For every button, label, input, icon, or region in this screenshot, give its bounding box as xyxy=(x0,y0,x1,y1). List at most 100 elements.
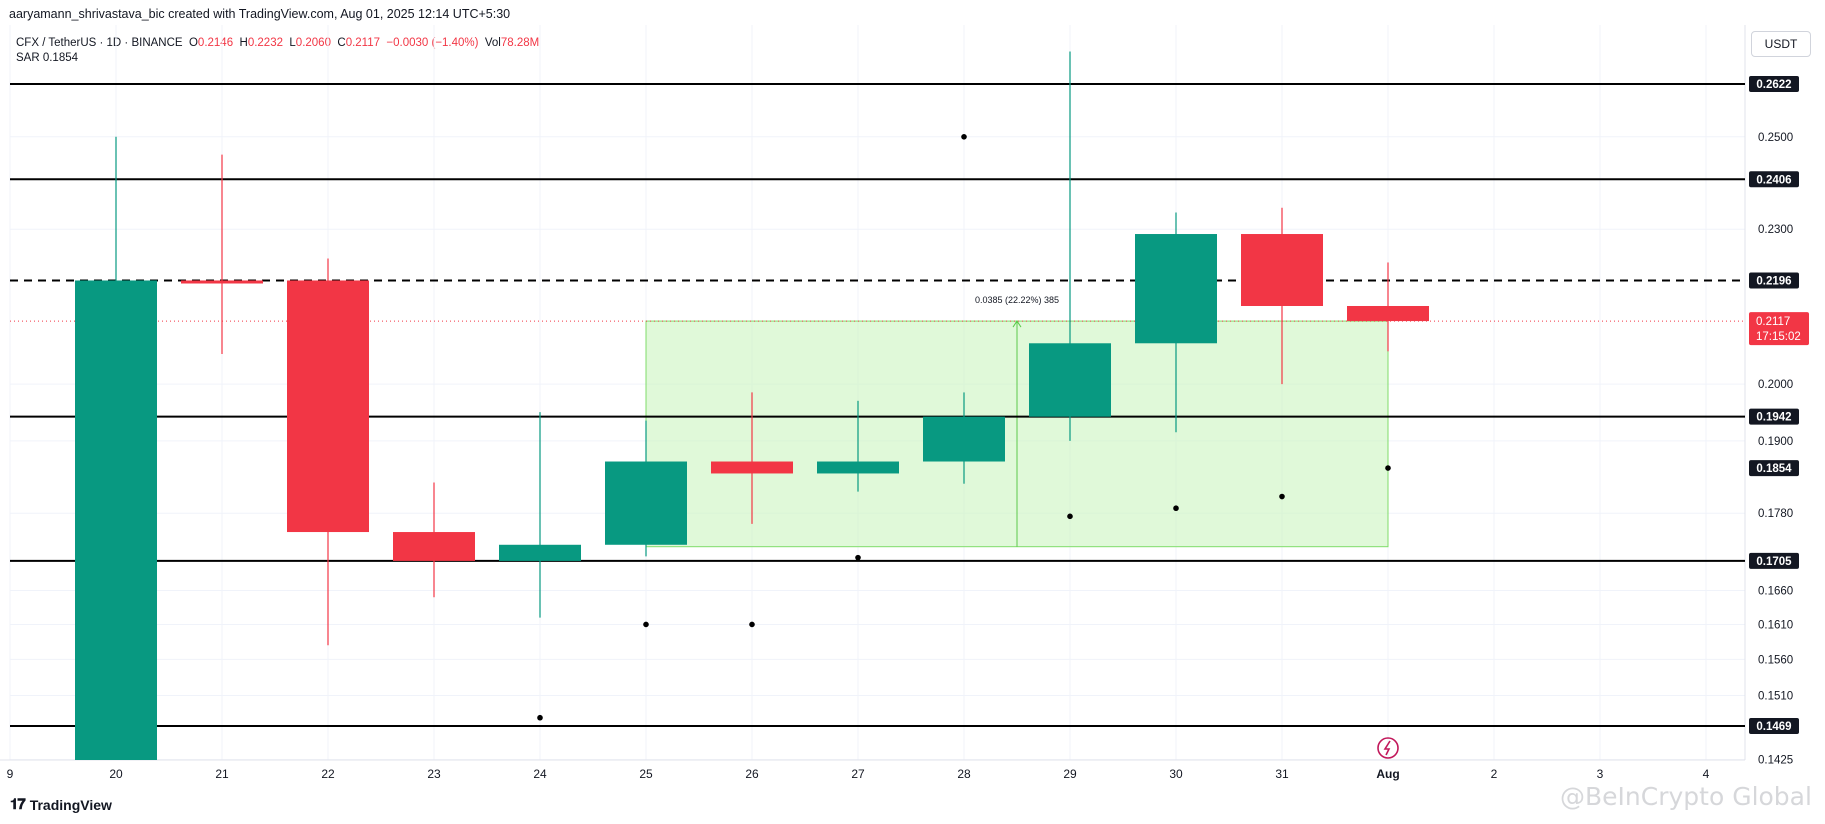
tradingview-logo-text: TradingView xyxy=(29,796,112,813)
candle xyxy=(181,154,263,355)
sar-dot xyxy=(1173,505,1179,512)
sar-dot xyxy=(537,714,543,721)
level-label-bg xyxy=(1749,718,1799,734)
level-label: 0.1705 xyxy=(1756,556,1792,568)
level-label: 0.2406 xyxy=(1756,174,1791,186)
sar-dot xyxy=(643,621,649,628)
watermark-text: @BeInCrypto Global xyxy=(1560,782,1812,811)
candle-body xyxy=(817,461,899,474)
chart-extras xyxy=(1377,737,1399,759)
tradingview-mark-icon: 𝟏𝟕 xyxy=(10,796,26,813)
lightning-icon xyxy=(1383,740,1391,756)
candle-body xyxy=(711,461,793,474)
y-tick-label: 0.1510 xyxy=(1758,690,1793,702)
candle-body xyxy=(75,280,157,760)
x-tick-label: Aug xyxy=(1376,767,1399,781)
close-label: C xyxy=(337,37,346,49)
x-tick-label: 25 xyxy=(639,767,653,781)
y-tick-label: 0.1560 xyxy=(1758,654,1793,666)
candle-body xyxy=(923,416,1005,462)
y-tick-label: 0.1780 xyxy=(1758,508,1793,520)
candle-body xyxy=(499,544,581,561)
close-value: 0.2117 xyxy=(345,37,381,49)
candle xyxy=(817,400,899,492)
x-tick-label: 26 xyxy=(745,767,759,781)
x-tick-label: 20 xyxy=(109,767,123,781)
change-value: −0.0030 (−1.40%) xyxy=(386,37,479,49)
sar-dot xyxy=(1279,493,1285,500)
x-tick-label: 9 xyxy=(7,767,14,781)
x-tick-label: 30 xyxy=(1169,767,1183,781)
candle xyxy=(499,412,581,618)
candle xyxy=(711,392,793,524)
level-label-bg xyxy=(1749,171,1799,188)
candlestick-series xyxy=(75,51,1429,760)
level-label-bg xyxy=(1749,408,1799,425)
candle xyxy=(923,392,1005,484)
currency-button[interactable]: USDT xyxy=(1751,31,1811,57)
price-range-measure: 0.0385 (22.22%) 385 xyxy=(645,295,1389,548)
y-tick-label: 0.1900 xyxy=(1758,436,1793,448)
y-tick-label: 0.1660 xyxy=(1758,586,1793,598)
candle xyxy=(75,136,157,760)
candle xyxy=(1135,212,1217,433)
sar-indicator-legend[interactable]: SAR 0.1854 xyxy=(16,52,79,64)
x-tick-label: 2 xyxy=(1491,767,1498,781)
x-tick-label: 28 xyxy=(957,767,971,781)
x-tick-label: 24 xyxy=(533,767,547,781)
high-value: 0.2232 xyxy=(247,37,283,49)
candle xyxy=(1347,262,1429,352)
x-tick-label: 23 xyxy=(427,767,441,781)
time-axis: 9 20 21 22 23 24 25 26 27 28 29 30 31 Aug 2 3 4 xyxy=(7,767,1710,781)
symbol-legend: CFX / TetherUS · 1D · BINANCE O0.2146 H0… xyxy=(16,35,539,52)
y-tick-label: 0.2500 xyxy=(1758,132,1793,144)
low-label: L xyxy=(289,37,296,49)
candle xyxy=(393,482,475,598)
candle-body xyxy=(1347,305,1429,322)
last-price-label-bg xyxy=(1749,312,1809,346)
symbol-name[interactable]: CFX / TetherUS · 1D · BINANCE xyxy=(16,37,183,49)
candle-body xyxy=(287,280,369,533)
candle xyxy=(1029,51,1111,441)
x-tick-label: 22 xyxy=(321,767,335,781)
last-price-label: 0.2117 xyxy=(1756,316,1790,328)
tradingview-logo[interactable]: 𝟏𝟕 TradingView xyxy=(10,796,112,813)
y-tick-label: 0.2300 xyxy=(1758,224,1793,236)
open-value: 0.2146 xyxy=(197,37,234,49)
x-tick-label: 31 xyxy=(1275,767,1289,781)
level-label-bg xyxy=(1749,460,1799,477)
sar-series xyxy=(537,133,1391,721)
candle-body xyxy=(1135,234,1217,344)
sar-dot xyxy=(1385,465,1391,471)
x-tick-label: 3 xyxy=(1597,767,1604,781)
attribution-text: aaryamann_shrivastava_bic created with T… xyxy=(9,7,511,21)
high-label: H xyxy=(239,37,248,49)
candle xyxy=(1241,207,1323,385)
candle-body xyxy=(393,532,475,561)
range-arrow-head xyxy=(1012,320,1022,328)
price-axis: 0.2500 0.2300 0.2000 0.1900 0.1780 0.1660 0.16… xyxy=(1749,76,1809,767)
level-label-bg xyxy=(1749,272,1799,289)
level-label: 0.1942 xyxy=(1756,412,1791,424)
x-tick-label: 21 xyxy=(215,767,229,781)
level-label: 0.1469 xyxy=(1756,721,1791,733)
volume-label: Vol xyxy=(484,37,501,49)
candle-body xyxy=(605,461,687,545)
sar-dot xyxy=(961,133,967,140)
y-tick-label: 0.1425 xyxy=(1758,755,1793,767)
x-tick-label: 4 xyxy=(1703,767,1710,781)
level-label: 0.1854 xyxy=(1756,463,1792,475)
level-label: 0.2622 xyxy=(1756,79,1791,91)
level-label: 0.2196 xyxy=(1756,275,1791,287)
candle-body xyxy=(1241,234,1323,306)
level-label-bg xyxy=(1749,552,1799,569)
low-value: 0.2060 xyxy=(295,37,331,49)
candle xyxy=(287,258,369,646)
level-label-bg xyxy=(1749,76,1799,92)
open-label: O xyxy=(188,37,198,49)
range-label: 0.0385 (22.22%) 385 xyxy=(975,295,1059,305)
candle xyxy=(605,420,687,557)
bar-countdown-label: 17:15:02 xyxy=(1756,331,1801,343)
x-tick-label: 29 xyxy=(1063,767,1077,781)
